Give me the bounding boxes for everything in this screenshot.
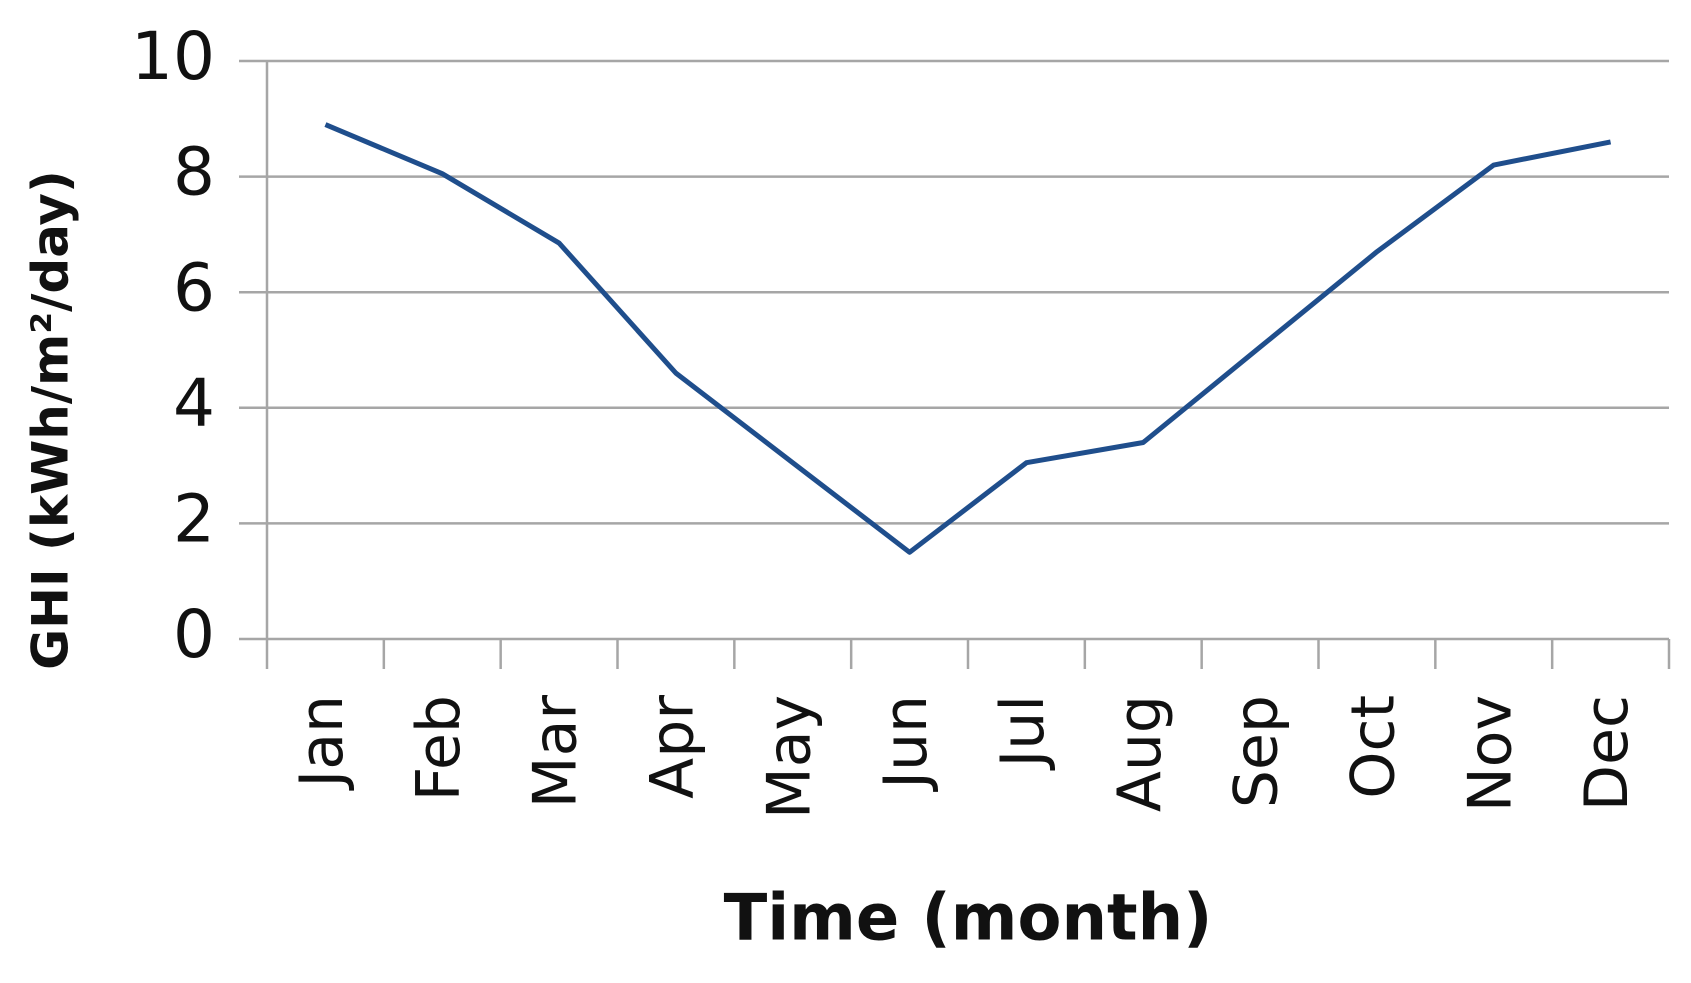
y-tick-label: 6 <box>173 249 215 326</box>
y-axis-title: GHI (kWh/m²/day) <box>22 170 80 670</box>
data-line <box>324 122 1612 555</box>
y-tick-label: 2 <box>173 480 215 557</box>
x-axis-title: Time (month) <box>724 882 1213 956</box>
x-tick-label: Aug <box>1105 695 1175 812</box>
x-tick-label: Feb <box>404 695 474 801</box>
x-tick-label: Jul <box>988 695 1058 771</box>
y-tick-label: 10 <box>131 18 215 95</box>
x-tick-label: Apr <box>638 695 708 799</box>
x-tick-label: Jun <box>871 695 941 793</box>
y-tick-label: 4 <box>173 365 215 442</box>
x-tick-label: Oct <box>1339 695 1409 799</box>
y-tick-label: 0 <box>173 596 215 673</box>
y-tick-label: 8 <box>173 134 215 211</box>
x-tick-label: Sep <box>1222 695 1292 808</box>
x-tick-label: Jan <box>287 695 357 792</box>
x-tick-label: Dec <box>1572 695 1642 811</box>
x-tick-label: Nov <box>1455 695 1525 812</box>
x-tick-label: May <box>754 695 824 819</box>
x-tick-label: Mar <box>521 695 591 809</box>
